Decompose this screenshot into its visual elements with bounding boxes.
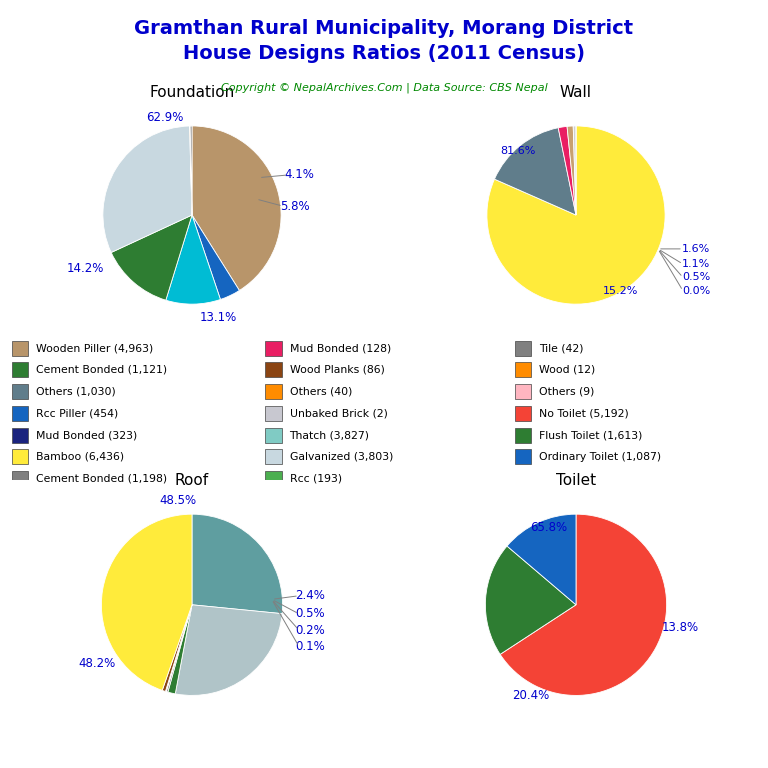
Text: 2.4%: 2.4% <box>295 589 325 602</box>
Wedge shape <box>500 515 667 695</box>
Text: Flush Toilet (1,613): Flush Toilet (1,613) <box>539 430 643 440</box>
Text: Gramthan Rural Municipality, Morang District
House Designs Ratios (2011 Census): Gramthan Rural Municipality, Morang Dist… <box>134 19 634 63</box>
Text: Ordinary Toilet (1,087): Ordinary Toilet (1,087) <box>539 452 661 462</box>
Wedge shape <box>103 126 192 253</box>
Wedge shape <box>165 605 192 691</box>
Text: Rcc Piller (454): Rcc Piller (454) <box>36 409 118 419</box>
Text: Wooden Piller (4,963): Wooden Piller (4,963) <box>36 343 154 353</box>
Text: Others (1,030): Others (1,030) <box>36 386 116 396</box>
Text: 81.6%: 81.6% <box>501 146 536 156</box>
Bar <box>12 428 28 442</box>
Title: Wall: Wall <box>560 84 592 100</box>
Title: Toilet: Toilet <box>556 472 596 488</box>
Wedge shape <box>166 605 192 692</box>
Wedge shape <box>168 605 192 694</box>
Text: Cement Bonded (1,121): Cement Bonded (1,121) <box>36 365 167 375</box>
Text: 20.4%: 20.4% <box>512 689 549 702</box>
Text: 0.0%: 0.0% <box>682 286 710 296</box>
Wedge shape <box>192 215 240 300</box>
Bar <box>515 341 531 356</box>
Title: Roof: Roof <box>175 472 209 488</box>
Text: No Toilet (5,192): No Toilet (5,192) <box>539 409 629 419</box>
Text: 14.2%: 14.2% <box>66 262 104 275</box>
Text: Thatch (3,827): Thatch (3,827) <box>290 430 369 440</box>
Bar <box>265 471 282 486</box>
Bar <box>12 471 28 486</box>
Text: Tile (42): Tile (42) <box>539 343 584 353</box>
Wedge shape <box>573 126 576 215</box>
Text: 0.5%: 0.5% <box>682 273 710 283</box>
Bar <box>515 362 531 377</box>
Bar <box>12 449 28 465</box>
Bar <box>12 384 28 399</box>
Wedge shape <box>101 515 192 690</box>
Text: Copyright © NepalArchives.Com | Data Source: CBS Nepal: Copyright © NepalArchives.Com | Data Sou… <box>220 82 548 93</box>
Wedge shape <box>190 126 192 215</box>
Text: 0.2%: 0.2% <box>295 624 325 637</box>
Text: Mud Bonded (323): Mud Bonded (323) <box>36 430 137 440</box>
Text: Cement Bonded (1,198): Cement Bonded (1,198) <box>36 474 167 484</box>
Bar <box>265 406 282 421</box>
Wedge shape <box>567 126 576 215</box>
Bar <box>265 449 282 465</box>
Text: 48.5%: 48.5% <box>160 494 197 507</box>
Text: Others (40): Others (40) <box>290 386 352 396</box>
Wedge shape <box>175 605 282 695</box>
Wedge shape <box>162 605 192 691</box>
Text: Mud Bonded (128): Mud Bonded (128) <box>290 343 391 353</box>
Text: Galvanized (3,803): Galvanized (3,803) <box>290 452 393 462</box>
Bar <box>265 341 282 356</box>
Bar <box>515 428 531 442</box>
Text: Bamboo (6,436): Bamboo (6,436) <box>36 452 124 462</box>
Text: Wood (12): Wood (12) <box>539 365 595 375</box>
Text: 48.2%: 48.2% <box>78 657 115 670</box>
Text: Others (9): Others (9) <box>539 386 594 396</box>
Text: 13.1%: 13.1% <box>200 311 237 324</box>
Text: 1.6%: 1.6% <box>682 244 710 254</box>
Bar <box>515 449 531 465</box>
Text: 65.8%: 65.8% <box>530 521 568 535</box>
Wedge shape <box>192 126 281 290</box>
Wedge shape <box>558 127 576 215</box>
Bar <box>12 362 28 377</box>
Text: 4.1%: 4.1% <box>284 168 314 181</box>
Wedge shape <box>111 215 192 300</box>
Wedge shape <box>487 126 665 304</box>
Wedge shape <box>495 127 576 215</box>
Bar <box>265 428 282 442</box>
Text: 1.1%: 1.1% <box>682 259 710 269</box>
Wedge shape <box>166 215 220 304</box>
Wedge shape <box>166 605 192 692</box>
Bar <box>265 362 282 377</box>
Text: 62.9%: 62.9% <box>147 111 184 124</box>
Wedge shape <box>192 515 283 614</box>
Wedge shape <box>190 126 192 215</box>
Text: Rcc (193): Rcc (193) <box>290 474 342 484</box>
Text: 0.5%: 0.5% <box>295 607 325 621</box>
Text: 15.2%: 15.2% <box>603 286 638 296</box>
Wedge shape <box>485 546 576 654</box>
Text: 5.8%: 5.8% <box>280 200 310 213</box>
Title: Foundation: Foundation <box>149 84 235 100</box>
Bar <box>515 384 531 399</box>
Bar <box>12 341 28 356</box>
Text: Wood Planks (86): Wood Planks (86) <box>290 365 385 375</box>
Wedge shape <box>507 515 576 605</box>
Bar <box>515 406 531 421</box>
Bar <box>12 406 28 421</box>
Text: Unbaked Brick (2): Unbaked Brick (2) <box>290 409 387 419</box>
Bar <box>265 384 282 399</box>
Text: 0.1%: 0.1% <box>295 640 325 653</box>
Text: 13.8%: 13.8% <box>662 621 699 634</box>
